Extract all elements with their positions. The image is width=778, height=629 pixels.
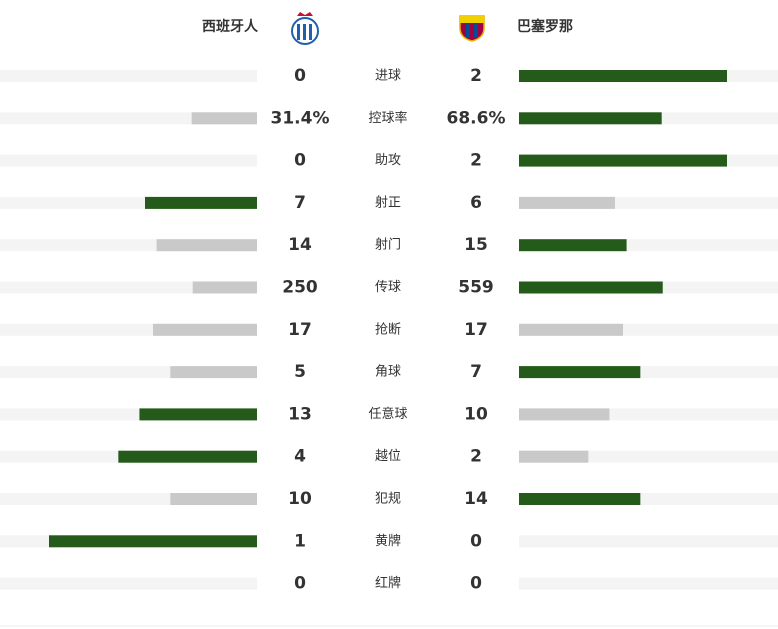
away-value: 2 [470,66,482,86]
home-bar [170,493,257,505]
away-value: 0 [470,574,482,594]
away-bar [519,323,623,336]
home-value: 31.4% [271,108,330,128]
away-value: 6 [470,193,482,213]
home-bar [153,323,257,336]
home-value: 250 [282,278,318,298]
away-value: 2 [470,447,482,467]
home-value: 14 [288,235,312,255]
away-logo [459,15,485,42]
away-bar [519,450,589,463]
away-value: 559 [458,278,494,298]
stat-label: 传球 [375,280,401,295]
home-bar [145,196,257,209]
home-bar [139,408,257,421]
away-bar [519,493,641,505]
home-value: 0 [294,574,306,594]
stat-label: 射正 [375,194,401,210]
away-bar [519,70,727,82]
away-value: 17 [464,320,488,340]
home-value: 0 [294,151,306,171]
home-bar [49,535,257,548]
away-bar [519,239,627,252]
home-team: 西班牙人 [202,18,259,35]
home-value: 5 [294,362,306,382]
stat-label: 任意球 [368,406,407,422]
home-bar [191,112,257,125]
stat-label: 角球 [375,365,401,380]
away-value: 2 [470,151,482,171]
stat-label: 进球 [375,69,401,84]
home-value: 10 [288,489,312,509]
away-team: 巴塞罗那 [517,18,573,35]
away-value: 15 [464,235,488,255]
away-value: 10 [464,404,488,424]
home-value: 7 [294,193,306,213]
home-logo [291,12,319,45]
home-bar [170,366,257,379]
home-value: 4 [294,447,306,467]
stat-label: 黄牌 [375,533,401,549]
home-bar [118,450,257,463]
away-bar [519,196,615,209]
track [519,577,778,590]
home-bar [192,281,257,294]
home-value: 13 [288,404,312,424]
track [519,535,778,548]
home-value: 1 [294,531,306,551]
track [0,70,257,82]
away-value: 68.6% [447,108,506,128]
track [0,154,257,167]
stat-label: 助攻 [375,153,401,168]
stat-label: 控球率 [368,110,407,126]
stat-label: 红牌 [375,575,401,591]
away-bar [519,408,610,421]
home-value: 0 [294,66,306,86]
away-value: 0 [470,531,482,551]
home-value: 17 [288,320,312,340]
stat-label: 射门 [375,237,401,253]
home-bar [156,239,257,252]
stat-label: 犯规 [375,492,401,507]
stat-label: 越位 [375,449,401,464]
away-bar [519,112,662,125]
away-bar [519,366,641,379]
away-bar [519,281,663,294]
away-bar [519,154,727,167]
track [0,577,257,590]
away-value: 14 [464,489,488,509]
stat-label: 抢断 [375,321,401,337]
away-value: 7 [470,362,482,382]
